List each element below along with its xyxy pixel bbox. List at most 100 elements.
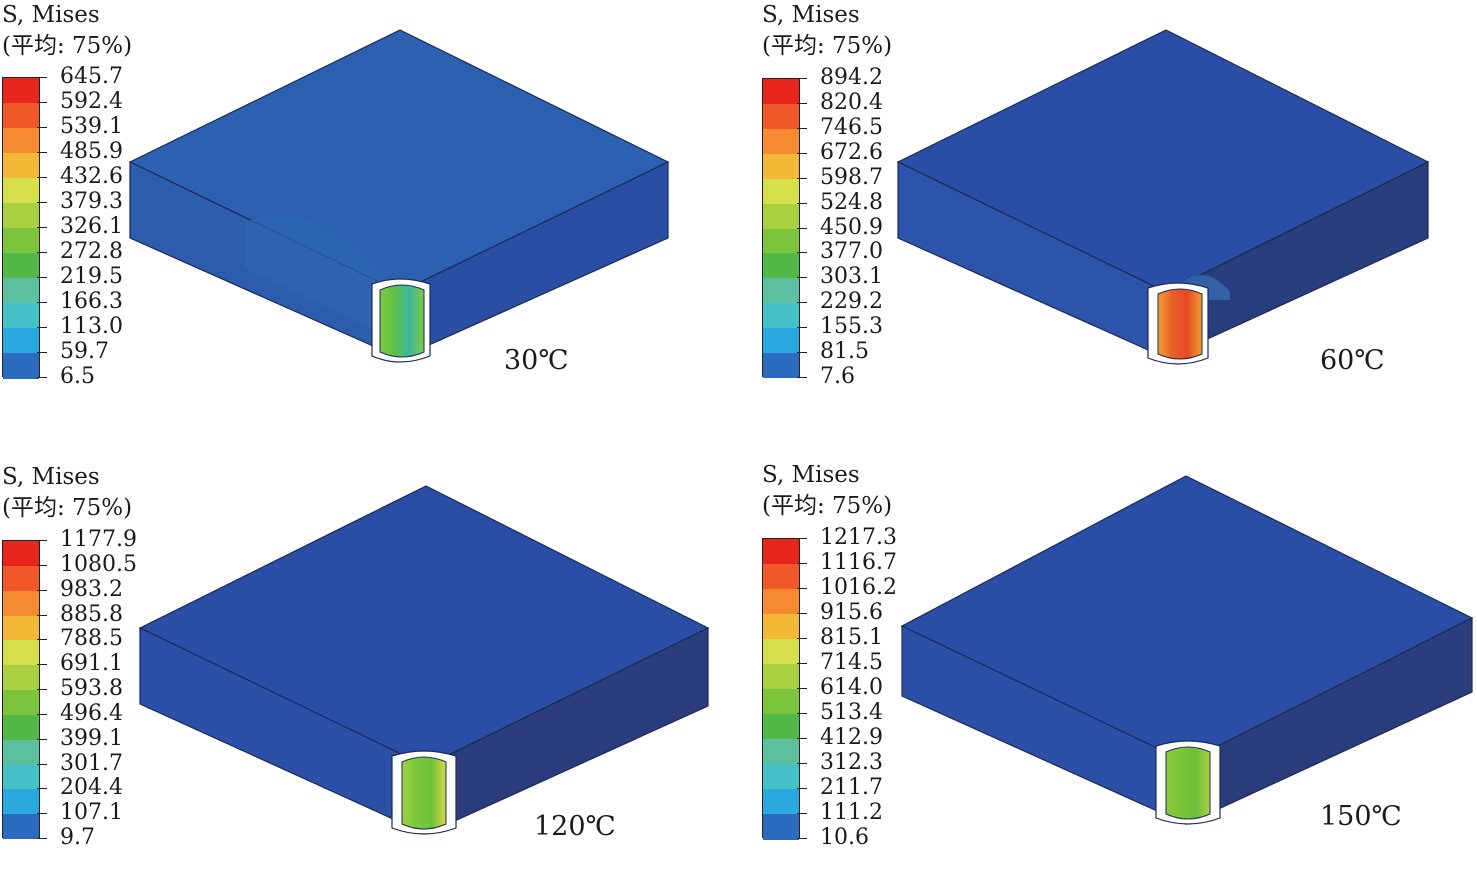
legend-tick [37,838,47,839]
bolt-pin [1157,288,1203,360]
legend-tick [797,302,807,304]
legend-tick [37,813,47,815]
legend-tick [797,663,807,664]
legend-value: 107.1 [60,800,123,826]
legend-value: 155.3 [820,314,883,340]
legend-tick [37,127,47,128]
legend-value: 513.4 [820,700,883,725]
scale-swatch [763,153,799,180]
fea-model-60c [896,29,1430,365]
legend-value: 539.1 [60,114,123,139]
scale-swatch [763,178,799,205]
legend-tick [37,377,47,378]
legend-value: 10.6 [820,825,869,850]
scale-swatch [763,303,799,329]
legend-tick [797,788,807,789]
color-scale [762,538,800,840]
fea-model-30c [128,29,670,363]
legend-tick [797,227,807,229]
legend-value: 1080.5 [60,551,137,577]
panel-150c: S, Mises (平均: 75%) 1217.3 1116.7 1016.2 915… [760,462,1477,886]
legend-tick [37,252,47,253]
scale-swatch [763,814,799,840]
scale-swatch [763,128,799,155]
legend-value: 592.4 [60,89,123,114]
bolt-pin [1165,746,1211,820]
legend-value: 645.7 [60,64,123,89]
legend-tick [37,77,47,78]
legend-value: 312.3 [820,750,883,775]
legend-value: 272.8 [60,239,123,264]
legend-value: 915.6 [820,600,883,625]
color-scale [2,540,40,840]
scale-swatch [3,353,39,379]
scale-swatch [763,253,799,279]
legend-value: 983.2 [60,576,123,602]
legend-tick [797,838,807,839]
legend-value: 450.9 [820,214,883,240]
legend-value: 714.5 [820,650,883,675]
legend-subtitle: (平均: 75%) [762,493,893,519]
scale-swatch [3,203,39,229]
scale-swatch [763,764,799,790]
scale-swatch [3,103,39,129]
scale-swatch [763,203,799,229]
legend-tick [37,664,47,666]
legend-value: 432.6 [60,164,123,189]
scale-swatch [763,353,799,379]
legend-tick [37,713,47,715]
legend-value: 9.7 [60,825,95,850]
scale-swatch [3,814,39,840]
legend-tick [797,588,807,589]
scale-swatch [763,589,799,615]
legend-tick [797,538,807,539]
panel-60c: S, Mises (平均: 75%) 894.2 820.4 746.5 672.6 5… [760,0,1477,424]
legend-value: 1116.7 [820,550,897,575]
legend-value: 301.7 [60,750,123,776]
scale-swatch [3,565,39,592]
legend-tick [797,638,807,639]
legend-value: 166.3 [60,289,123,314]
scale-swatch [3,228,39,254]
legend-tick [37,302,47,303]
legend-tick [37,202,47,203]
legend-tick [37,177,47,178]
legend-subtitle: (平均: 75%) [2,495,133,521]
scale-swatch [3,278,39,304]
scale-swatch [763,689,799,715]
scale-swatch [3,714,39,741]
legend-title: S, Mises [2,2,100,28]
scale-swatch [3,128,39,154]
legend-value: 672.6 [820,139,883,165]
scale-swatch [3,690,39,716]
legend-value: 885.8 [60,601,123,627]
legend-value: 326.1 [60,214,123,239]
scale-swatch [3,328,39,354]
fea-model-150c [900,475,1474,825]
legend-subtitle: (平均: 75%) [762,33,893,59]
scale-swatch [763,328,799,354]
legend-tick [797,713,807,714]
scale-swatch [3,153,39,179]
scale-swatch [763,614,799,640]
scale-swatch [763,664,799,690]
legend-tick [37,788,47,790]
legend-title: S, Mises [762,2,860,28]
legend-value: 894.2 [820,65,883,90]
legend-value: 377.0 [820,239,883,265]
legend-tick [797,152,807,154]
legend-tick [797,688,807,689]
legend-tick [797,738,807,739]
scale-swatch [763,789,799,815]
legend-value: 1217.3 [820,525,897,550]
bolt-pin [379,284,425,358]
legend-tick [797,563,807,564]
scale-swatch [763,739,799,765]
legend-value: 815.1 [820,625,883,650]
scale-swatch [763,639,799,665]
scale-swatch [3,665,39,691]
legend-value: 412.9 [820,725,883,750]
legend-value: 788.5 [60,626,123,652]
legend-value: 614.0 [820,675,883,700]
legend-value: 379.3 [60,189,123,214]
